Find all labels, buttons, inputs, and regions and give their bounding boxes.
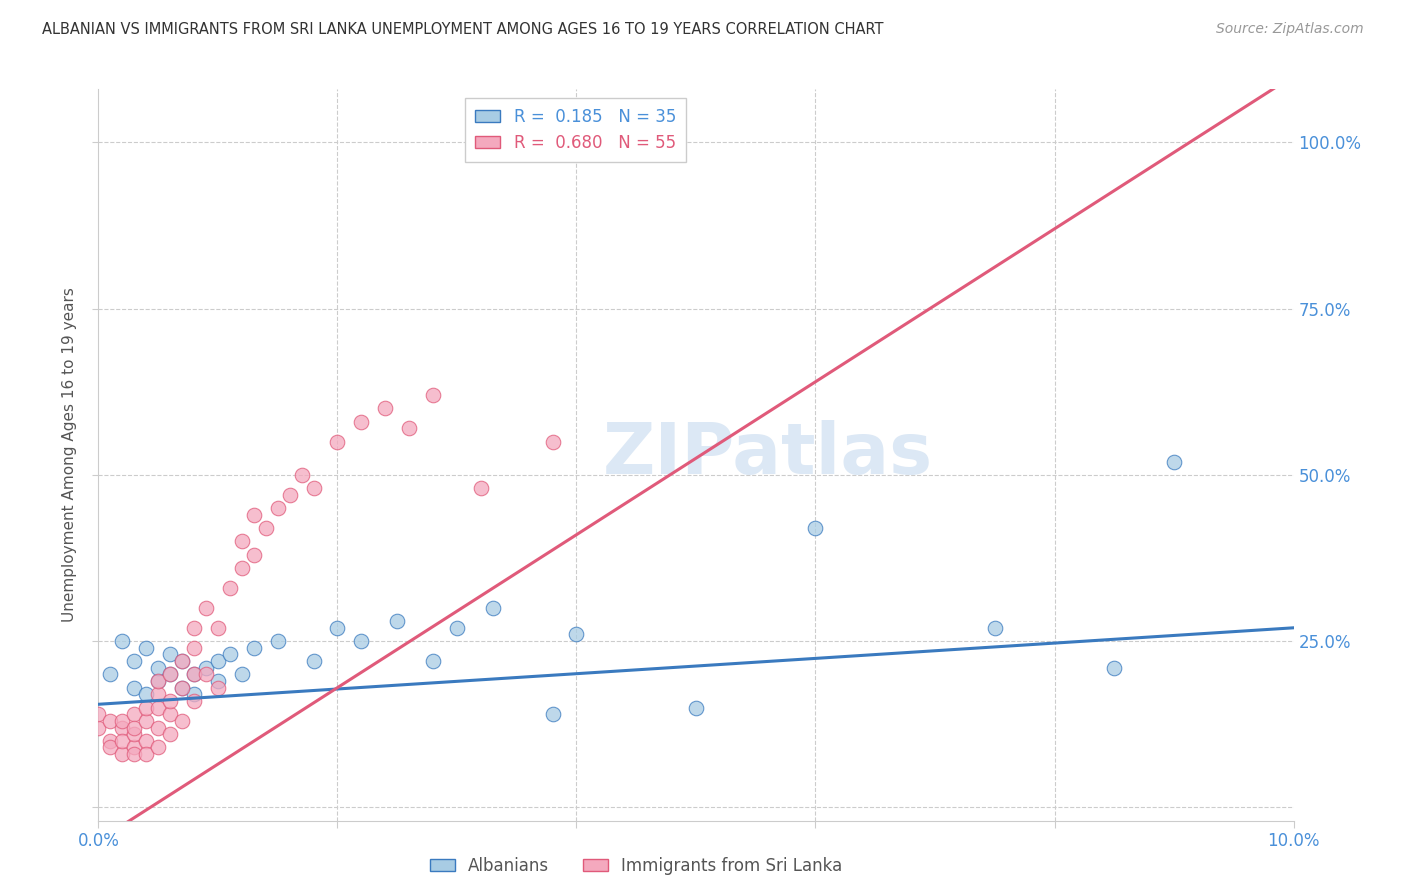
Point (148, 687, 170, 701)
Point (159, 648, 181, 662)
Point (159, 667, 181, 681)
Point (111, 734, 134, 748)
Point (135, 687, 157, 701)
Point (481, 600, 505, 615)
Point (231, 667, 253, 681)
Point (1104, 661, 1126, 675)
Point (124, 654, 146, 668)
Point (172, 681, 194, 695)
Point (124, 740, 146, 755)
Point (350, 634, 373, 648)
Point (159, 694, 181, 708)
Point (135, 714, 157, 728)
Point (135, 747, 157, 761)
Text: ALBANIAN VS IMMIGRANTS FROM SRI LANKA UNEMPLOYMENT AMONG AGES 16 TO 19 YEARS COR: ALBANIAN VS IMMIGRANTS FROM SRI LANKA UN… (42, 22, 884, 37)
Point (243, 640, 266, 655)
Point (984, 621, 1007, 635)
Point (183, 667, 205, 681)
Point (172, 654, 194, 668)
Point (100, 667, 122, 681)
Point (398, 421, 420, 435)
Point (172, 654, 194, 668)
Point (100, 714, 122, 728)
Point (565, 627, 588, 641)
Point (111, 721, 134, 735)
Point (195, 600, 218, 615)
Point (183, 640, 205, 655)
Legend: Albanians, Immigrants from Sri Lanka: Albanians, Immigrants from Sri Lanka (423, 850, 849, 882)
Point (172, 714, 194, 728)
Point (350, 415, 373, 429)
Point (111, 634, 134, 648)
Point (541, 707, 564, 722)
Point (219, 581, 242, 595)
Point (267, 634, 290, 648)
Point (302, 481, 325, 495)
Point (159, 727, 181, 741)
Point (111, 747, 134, 761)
Point (1163, 454, 1185, 468)
Text: Source: ZipAtlas.com: Source: ZipAtlas.com (1216, 22, 1364, 37)
Point (207, 673, 229, 688)
Point (183, 687, 205, 701)
Point (243, 548, 266, 562)
Point (135, 640, 157, 655)
Point (207, 654, 229, 668)
Point (195, 667, 218, 681)
Point (148, 661, 170, 675)
Point (422, 388, 444, 402)
Point (804, 521, 827, 535)
Point (243, 508, 266, 522)
Point (374, 401, 396, 416)
Point (148, 700, 170, 714)
Point (446, 621, 468, 635)
Point (87, 721, 110, 735)
Point (124, 721, 146, 735)
Point (422, 654, 444, 668)
Point (267, 501, 290, 516)
Y-axis label: Unemployment Among Ages 16 to 19 years: Unemployment Among Ages 16 to 19 years (62, 287, 77, 623)
Point (326, 434, 349, 449)
Point (302, 654, 325, 668)
Point (470, 481, 492, 495)
Point (148, 721, 170, 735)
Point (135, 734, 157, 748)
Point (135, 700, 157, 714)
Point (278, 488, 301, 502)
Point (87, 707, 110, 722)
Point (231, 561, 253, 575)
Point (100, 734, 122, 748)
Point (124, 681, 146, 695)
Point (148, 673, 170, 688)
Point (148, 673, 170, 688)
Point (195, 661, 218, 675)
Point (100, 740, 122, 755)
Point (685, 700, 707, 714)
Point (541, 434, 564, 449)
Point (207, 621, 229, 635)
Point (124, 747, 146, 761)
Point (148, 740, 170, 755)
Point (385, 614, 409, 628)
Point (326, 621, 349, 635)
Text: ZIPatlas: ZIPatlas (603, 420, 932, 490)
Point (231, 534, 253, 549)
Point (183, 621, 205, 635)
Point (124, 707, 146, 722)
Point (254, 521, 277, 535)
Point (207, 681, 229, 695)
Point (172, 681, 194, 695)
Point (219, 648, 242, 662)
Point (291, 467, 314, 482)
Point (183, 694, 205, 708)
Point (159, 667, 181, 681)
Point (159, 707, 181, 722)
Point (111, 714, 134, 728)
Point (183, 667, 205, 681)
Point (124, 727, 146, 741)
